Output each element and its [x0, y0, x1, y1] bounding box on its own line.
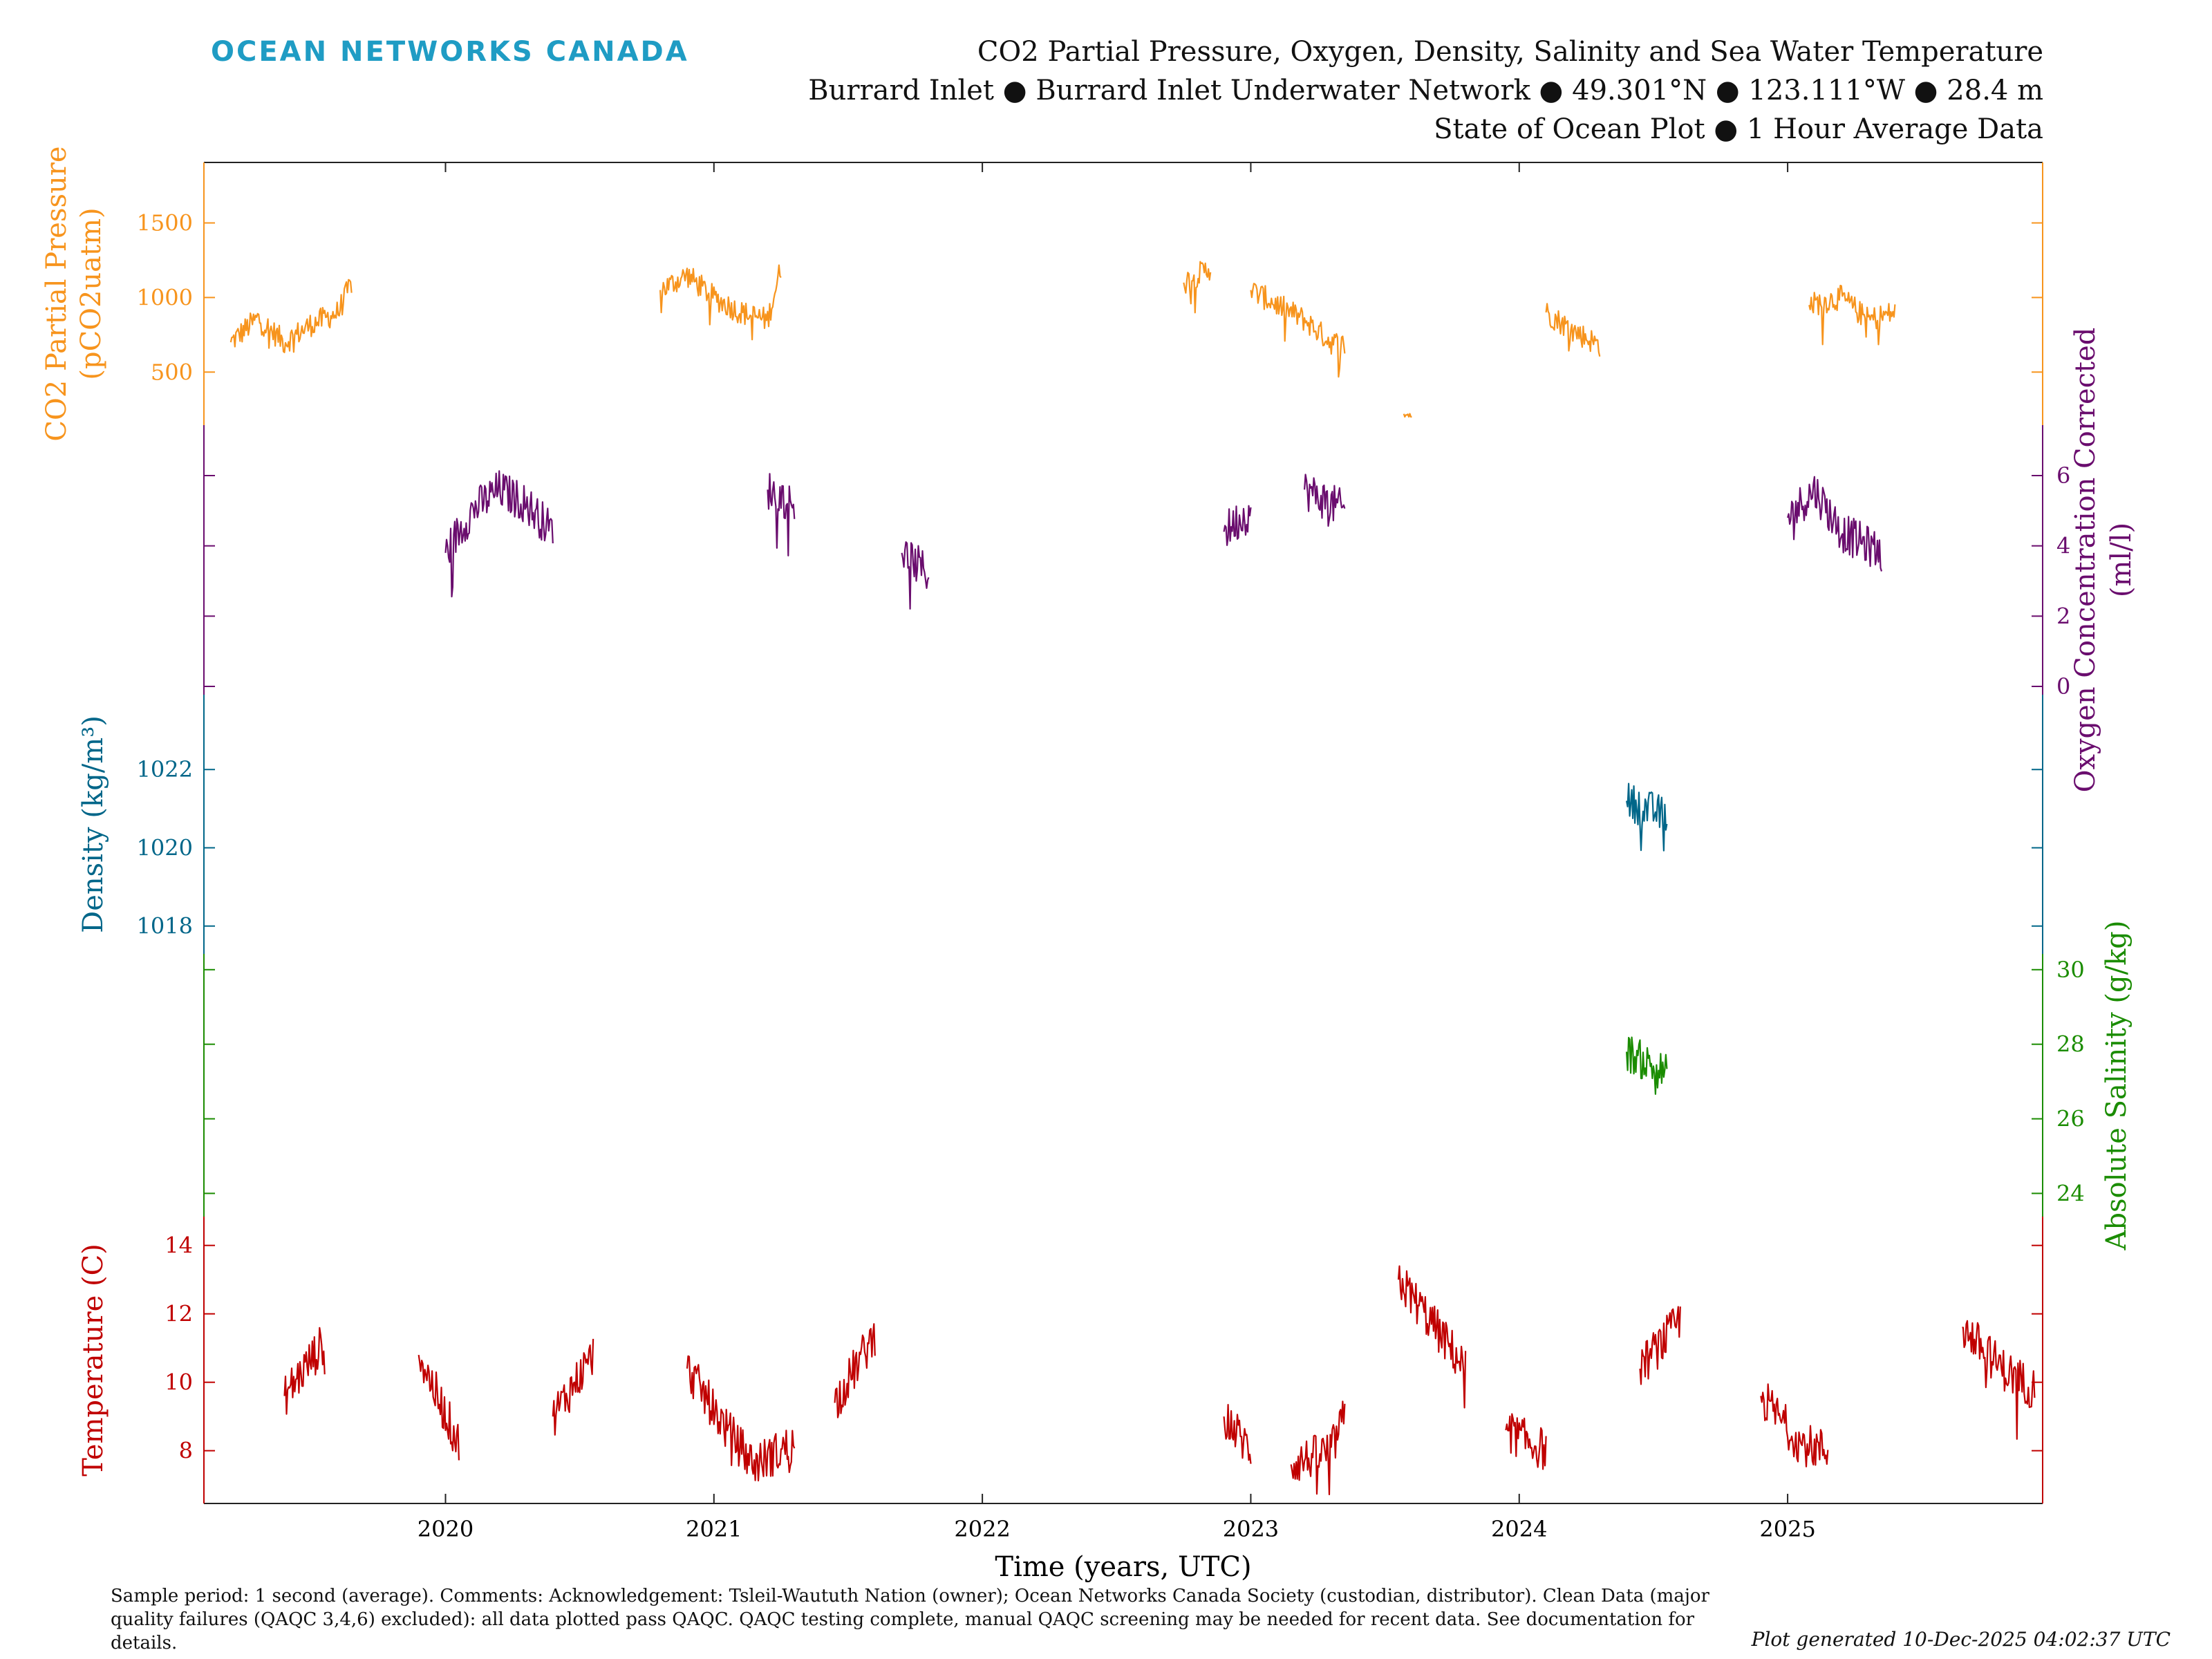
panel-4-ylabel: Temperature (C) — [77, 1244, 109, 1477]
x-tick-label-2024: 2024 — [1491, 1516, 1547, 1542]
plot-generated-timestamp: Plot generated 10-Dec-2025 04:02:37 UTC — [1751, 1628, 2171, 1651]
panel-0-tick-label-1500: 1500 — [137, 210, 193, 236]
panel-2-tick-label-1018: 1018 — [137, 913, 193, 939]
panel-4-tick-label-10: 10 — [165, 1369, 193, 1396]
panel-0-tick-label-500: 500 — [151, 359, 193, 385]
panel-1-tick-label-0: 0 — [2056, 673, 2070, 700]
panel-3-tick-label-30: 30 — [2056, 957, 2085, 983]
panel-0-ylabel-units: (pCO2uatm) — [75, 207, 107, 379]
x-tick-label-2020: 2020 — [418, 1516, 474, 1542]
panel-3-tick-label-26: 26 — [2056, 1106, 2085, 1132]
panel-4-series-line — [283, 1265, 2036, 1496]
panel-3-series-line — [1627, 1037, 2030, 1094]
panel-1-ylabel: Oxygen Concentration Corrected — [2070, 328, 2101, 793]
panel-4-tick-label-14: 14 — [165, 1232, 193, 1259]
panel-2-series-line — [1627, 784, 2030, 851]
chart-subtitle-type: State of Ocean Plot ● 1 Hour Average Dat… — [1434, 113, 2043, 145]
panel-4-tick-label-8: 8 — [179, 1438, 193, 1464]
x-tick-label-2023: 2023 — [1223, 1516, 1279, 1542]
panel-2-ylabel: Density (kg/m³) — [77, 715, 109, 933]
panel-1-tick-label-6: 6 — [2056, 462, 2070, 489]
x-tick-label-2022: 2022 — [954, 1516, 1010, 1542]
panel-1-tick-label-4: 4 — [2056, 533, 2070, 559]
panel-0-series-line — [229, 261, 1896, 418]
panel-4-tick-label-12: 12 — [165, 1301, 193, 1327]
panel-3-tick-label-28: 28 — [2056, 1031, 2085, 1058]
panel-2-tick-label-1020: 1020 — [137, 834, 193, 861]
chart-title: CO2 Partial Pressure, Oxygen, Density, S… — [977, 36, 2043, 68]
panel-0-ylabel: CO2 Partial Pressure — [41, 146, 73, 441]
panel-3-ylabel: Absolute Salinity (g/kg) — [2101, 920, 2133, 1250]
panel-1-series-line — [446, 471, 2030, 608]
panel-1-ylabel-units: (ml/l) — [2106, 523, 2137, 597]
footnote: Sample period: 1 second (average). Comme… — [111, 1586, 1709, 1653]
panel-1-tick-label-2: 2 — [2056, 603, 2070, 629]
chart-subtitle-location: Burrard Inlet ● Burrard Inlet Underwater… — [808, 75, 2043, 106]
brand-logo-text: OCEAN NETWORKS CANADA — [211, 36, 689, 68]
panel-3-tick-label-24: 24 — [2056, 1180, 2085, 1206]
x-axis-label: Time (years, UTC) — [995, 1551, 1251, 1583]
panel-0-tick-label-1000: 1000 — [137, 284, 193, 310]
x-tick-label-2025: 2025 — [1759, 1516, 1815, 1542]
x-tick-label-2021: 2021 — [686, 1516, 742, 1542]
panel-2-tick-label-1022: 1022 — [137, 756, 193, 782]
